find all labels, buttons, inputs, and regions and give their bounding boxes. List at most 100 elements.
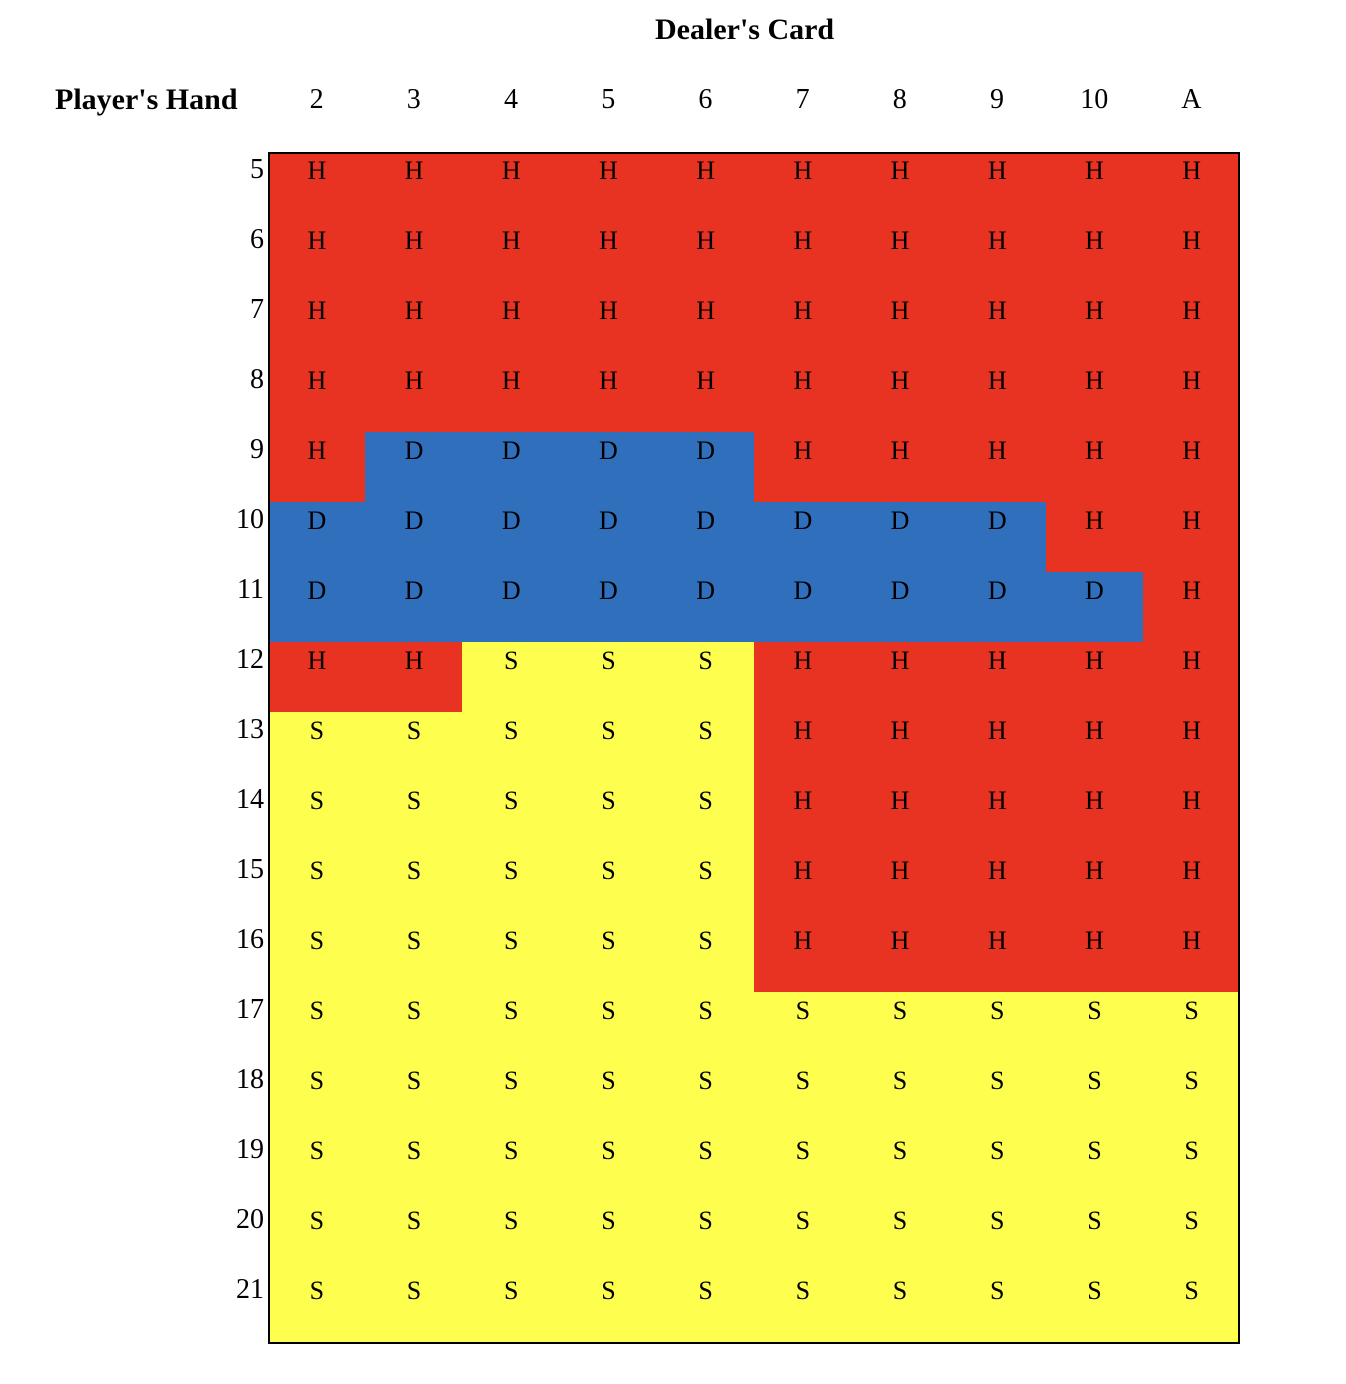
strategy-cell: H: [1142, 432, 1238, 503]
strategy-cell: H: [270, 222, 366, 293]
strategy-cell: H: [948, 782, 1047, 853]
strategy-cell: D: [1045, 572, 1144, 643]
strategy-cell: S: [559, 852, 658, 923]
strategy-cell: H: [1142, 292, 1238, 363]
dealer-card-header: 9: [989, 84, 1004, 115]
player-hand-label: 21: [236, 1274, 264, 1305]
strategy-cell: S: [270, 852, 366, 923]
strategy-cell: S: [656, 1202, 755, 1273]
strategy-cell: S: [948, 1202, 1047, 1273]
player-hand-label: 17: [236, 994, 264, 1025]
strategy-cell: H: [851, 852, 949, 923]
strategy-cell: S: [559, 992, 658, 1063]
strategy-cell: D: [462, 432, 561, 503]
strategy-cell: H: [1142, 852, 1238, 923]
strategy-cell: H: [365, 362, 463, 433]
strategy-cell: S: [656, 1272, 755, 1342]
strategy-cell: S: [851, 992, 949, 1063]
dealer-card-header: 8: [892, 84, 907, 115]
player-hand-label: 7: [250, 294, 264, 325]
strategy-cell: S: [656, 782, 755, 853]
strategy-cell: D: [270, 502, 366, 573]
strategy-cell: S: [365, 1132, 463, 1203]
strategy-cell: H: [851, 432, 949, 503]
player-hand-label: 9: [250, 434, 264, 465]
strategy-cell: D: [851, 502, 949, 573]
player-hand-label: 18: [236, 1064, 264, 1095]
strategy-cell: H: [656, 362, 755, 433]
strategy-cell: H: [365, 642, 463, 713]
strategy-cell: H: [559, 222, 658, 293]
strategy-cell: H: [1045, 852, 1144, 923]
strategy-cell: H: [948, 712, 1047, 783]
strategy-cell: H: [1045, 502, 1144, 573]
strategy-cell: S: [851, 1272, 949, 1342]
strategy-cell: S: [656, 992, 755, 1063]
strategy-cell: H: [462, 362, 561, 433]
strategy-cell: H: [948, 852, 1047, 923]
strategy-cell: S: [851, 1202, 949, 1273]
strategy-cell: S: [270, 1272, 366, 1342]
strategy-cell: H: [1045, 642, 1144, 713]
strategy-cell: D: [270, 572, 366, 643]
strategy-cell: H: [754, 222, 852, 293]
player-hand-label: 8: [250, 364, 264, 395]
strategy-cell: S: [365, 1202, 463, 1273]
strategy-cell: S: [948, 992, 1047, 1063]
strategy-cell: H: [754, 922, 852, 993]
strategy-cell: H: [754, 852, 852, 923]
strategy-cell: H: [1142, 154, 1238, 223]
strategy-cell: S: [656, 1062, 755, 1133]
dealer-card-header: 10: [1080, 84, 1109, 115]
strategy-cell: H: [365, 154, 463, 223]
strategy-cell: H: [851, 712, 949, 783]
strategy-cell: S: [1142, 992, 1238, 1063]
strategy-cell: S: [270, 1062, 366, 1133]
strategy-cell: S: [270, 712, 366, 783]
strategy-cell: H: [1142, 712, 1238, 783]
strategy-cell: H: [754, 432, 852, 503]
strategy-cell: D: [365, 432, 463, 503]
strategy-cell: H: [754, 154, 852, 223]
strategy-cell: H: [270, 432, 366, 503]
strategy-cell: H: [754, 362, 852, 433]
strategy-cell: H: [851, 782, 949, 853]
strategy-cell: H: [754, 292, 852, 363]
dealer-card-title: Dealer's Card: [655, 13, 835, 46]
strategy-cell: S: [559, 922, 658, 993]
strategy-cell: D: [948, 572, 1047, 643]
strategy-cell: H: [462, 154, 561, 223]
strategy-cell: D: [559, 502, 658, 573]
strategy-cell: H: [270, 154, 366, 223]
strategy-cell: H: [462, 292, 561, 363]
strategy-cell: S: [1142, 1132, 1238, 1203]
strategy-cell: S: [559, 782, 658, 853]
strategy-cell: S: [656, 852, 755, 923]
strategy-cell: S: [1045, 992, 1144, 1063]
player-hand-label: 15: [236, 854, 264, 885]
strategy-cell: H: [948, 154, 1047, 223]
player-hand-title: Player's Hand: [55, 83, 238, 116]
strategy-cell: S: [462, 1132, 561, 1203]
strategy-cell: D: [365, 502, 463, 573]
strategy-cell: H: [1045, 292, 1144, 363]
dealer-card-header: 3: [406, 84, 421, 115]
strategy-cell: D: [656, 502, 755, 573]
dealer-card-header: 4: [503, 84, 518, 115]
strategy-cell: H: [851, 362, 949, 433]
player-hand-label: 5: [250, 154, 264, 185]
strategy-cell: S: [559, 1132, 658, 1203]
player-hand-label: 20: [236, 1204, 264, 1235]
strategy-cell: S: [1142, 1272, 1238, 1342]
strategy-cell: S: [559, 1272, 658, 1342]
strategy-cell: H: [656, 222, 755, 293]
strategy-cell: H: [656, 292, 755, 363]
strategy-cell: D: [754, 502, 852, 573]
strategy-cell: H: [948, 292, 1047, 363]
strategy-cell: S: [270, 1132, 366, 1203]
strategy-cell: H: [270, 292, 366, 363]
strategy-cell: H: [1045, 782, 1144, 853]
strategy-cell: S: [365, 782, 463, 853]
strategy-cell: S: [1045, 1202, 1144, 1273]
